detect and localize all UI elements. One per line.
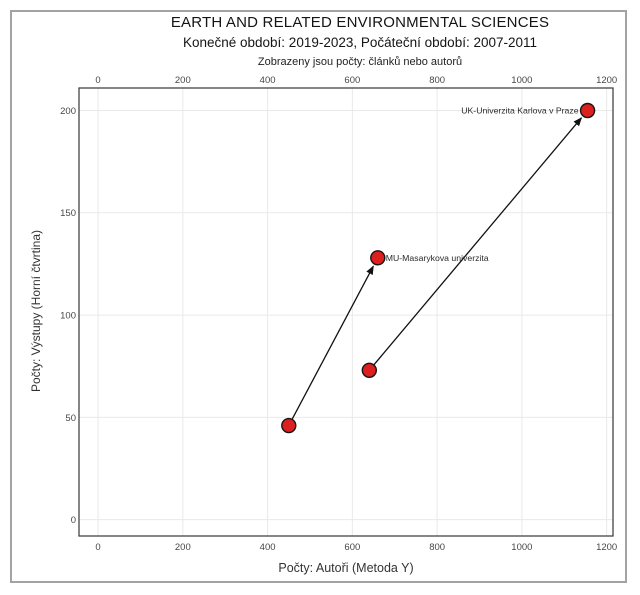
y-tick-label: 100 xyxy=(60,310,76,321)
x-tick-label-top: 1000 xyxy=(511,75,532,86)
x-tick-label-top: 800 xyxy=(429,75,445,86)
data-point-initial xyxy=(361,362,378,379)
x-tick-label-bottom: 600 xyxy=(344,542,360,553)
x-tick-label-bottom: 400 xyxy=(260,542,276,553)
y-tick-label: 150 xyxy=(60,208,76,219)
chart-border xyxy=(10,10,627,583)
y-axis-label: Počty: Výstupy (Horní čtvrtina) xyxy=(29,229,43,393)
data-point-initial xyxy=(281,417,297,434)
y-tick-label: 0 xyxy=(71,515,76,526)
chart-note: Zobrazeny jsou počty: článků nebo autorů xyxy=(257,56,463,68)
data-point-label: MU-Masarykova univerzita xyxy=(386,253,489,263)
x-tick-label-top: 200 xyxy=(175,75,191,86)
x-tick-label-bottom: 1000 xyxy=(511,542,532,553)
y-tick-label: 200 xyxy=(60,106,76,117)
data-point-final xyxy=(370,250,386,266)
plot-frame xyxy=(78,87,614,537)
x-tick-label-bottom: 800 xyxy=(429,542,445,553)
x-axis-label: Počty: Autoři (Metoda Y) xyxy=(278,561,414,575)
x-tick-label-top: 400 xyxy=(260,75,276,86)
trend-arrow xyxy=(373,117,583,366)
x-tick-label-bottom: 1200 xyxy=(596,542,617,553)
data-point-label: UK-Univerzita Karlova v Praze xyxy=(461,106,578,116)
x-tick-label-top: 600 xyxy=(344,75,360,86)
x-tick-label-top: 1200 xyxy=(596,75,617,86)
x-tick-label-top: 0 xyxy=(95,75,100,86)
data-point-final xyxy=(579,102,596,119)
x-tick-label-bottom: 200 xyxy=(175,542,191,553)
x-tick-label-bottom: 0 xyxy=(95,542,100,553)
y-tick-label: 50 xyxy=(65,413,76,424)
trend-arrow xyxy=(291,265,374,420)
chart-subtitle: Konečné období: 2019-2023, Počáteční obd… xyxy=(182,35,538,50)
chart-title: EARTH AND RELATED ENVIRONMENTAL SCIENCES xyxy=(170,14,550,31)
